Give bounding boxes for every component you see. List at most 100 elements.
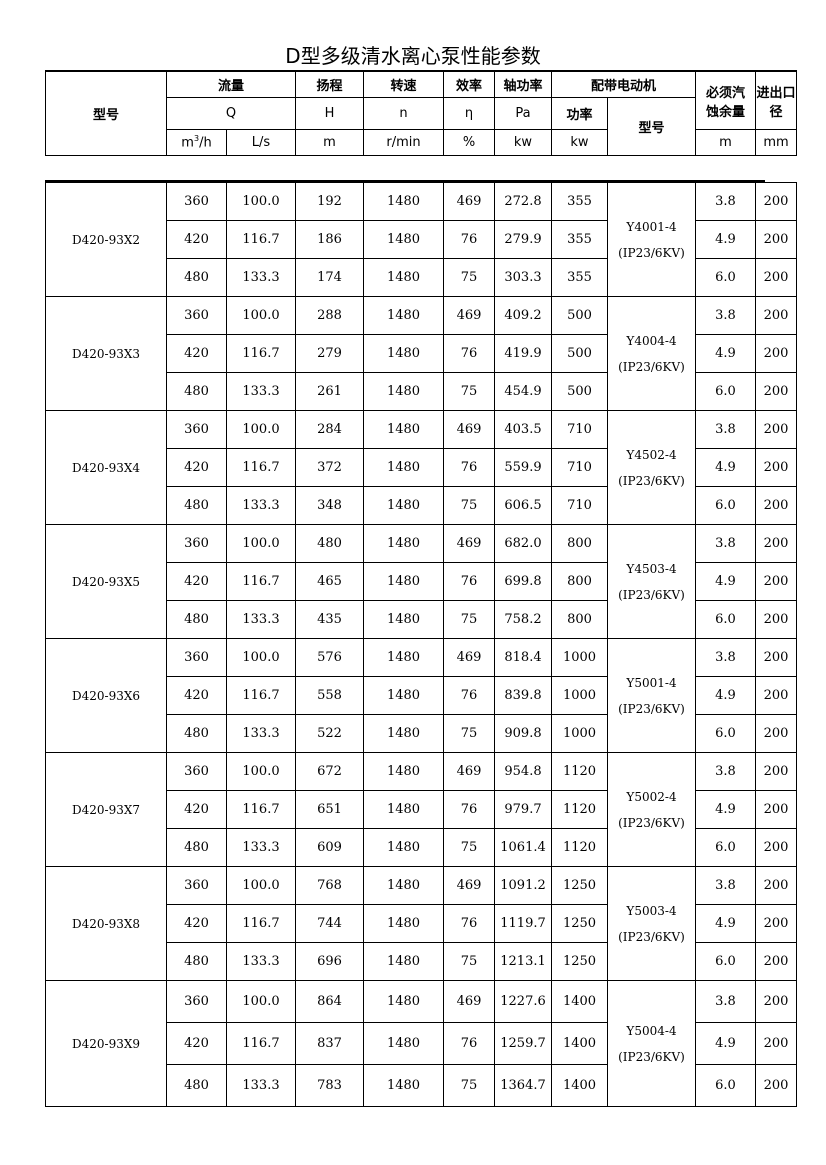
motor-power: 355 [551, 220, 608, 259]
efficiency: 76 [443, 448, 495, 487]
motor-power: 1400 [551, 1022, 608, 1065]
model-name: D420-93X6 [45, 638, 167, 753]
motor-power: 1250 [551, 904, 608, 943]
npsh: 6.0 [695, 1064, 756, 1107]
motor-power: 710 [551, 410, 608, 449]
motor-power: 500 [551, 334, 608, 373]
speed-rmin: 1480 [363, 448, 444, 487]
shaft-power: 1227.6 [494, 980, 552, 1023]
head-m: 186 [295, 220, 364, 259]
motor-power: 500 [551, 296, 608, 335]
shaft-power: 403.5 [494, 410, 552, 449]
head-m: 435 [295, 600, 364, 639]
npsh: 6.0 [695, 486, 756, 525]
motor-power: 500 [551, 372, 608, 411]
flow-ls: 116.7 [226, 220, 296, 259]
speed-rmin: 1480 [363, 600, 444, 639]
head-m: 522 [295, 714, 364, 753]
flow-ls: 116.7 [226, 904, 296, 943]
speed-rmin: 1480 [363, 904, 444, 943]
header-eff-symbol: η [443, 97, 495, 130]
efficiency: 76 [443, 790, 495, 829]
motor-power: 1400 [551, 1064, 608, 1107]
speed-rmin: 1480 [363, 828, 444, 867]
inlet-diameter: 200 [755, 942, 797, 981]
unit-m: m [295, 129, 364, 156]
flow-m3h: 420 [166, 334, 227, 373]
motor-power: 1120 [551, 790, 608, 829]
head-m: 261 [295, 372, 364, 411]
npsh: 6.0 [695, 600, 756, 639]
flow-ls: 100.0 [226, 296, 296, 335]
table-row: D420-93X4 360 100.0 284 1480 469 403.5 710 Y4502… [45, 410, 797, 525]
motor-power: 1250 [551, 942, 608, 981]
speed-rmin: 1480 [363, 296, 444, 335]
table-row: 480 133.3 783 1480 75 1364.7 1400 6.0 200 [46, 1064, 797, 1107]
table-row: D420-93X8 360 100.0 768 1480 469 1091.2 1250 Y50… [45, 866, 797, 981]
flow-m3h: 360 [166, 524, 227, 563]
head-m: 672 [295, 752, 364, 791]
shaft-power: 1213.1 [494, 942, 552, 981]
inlet-diameter: 200 [755, 334, 797, 373]
head-m: 348 [295, 486, 364, 525]
flow-m3h: 360 [166, 980, 227, 1023]
inlet-diameter: 200 [755, 866, 797, 905]
motor-spec: (IP23/6KV) [618, 473, 685, 488]
speed-rmin: 1480 [363, 562, 444, 601]
header-speed-symbol: n [363, 97, 444, 130]
unit-m3h: m3/h [166, 129, 227, 156]
table-row: 420 116.7 186 1480 76 279.9 355 4.9 200 [46, 220, 797, 259]
motor-power: 355 [551, 258, 608, 297]
shaft-power: 1259.7 [494, 1022, 552, 1065]
page-title: D型多级清水离心泵性能参数 [285, 44, 541, 68]
header-model: 型号 [45, 70, 167, 156]
inlet-diameter: 200 [755, 562, 797, 601]
speed-rmin: 1480 [363, 524, 444, 563]
flow-ls: 100.0 [226, 980, 296, 1023]
table-row: 420 116.7 465 1480 76 699.8 800 4.9 200 [46, 562, 797, 601]
flow-m3h: 480 [166, 1064, 227, 1107]
header-flow-symbol: Q [166, 97, 296, 130]
flow-ls: 100.0 [226, 752, 296, 791]
speed-rmin: 1480 [363, 1064, 444, 1107]
flow-ls: 116.7 [226, 676, 296, 715]
motor-type: Y5001-4 [626, 675, 677, 690]
efficiency: 75 [443, 600, 495, 639]
shaft-power: 1061.4 [494, 828, 552, 867]
head-m: 837 [295, 1022, 364, 1065]
motor-model: Y5001-4 (IP23/6KV) [607, 638, 696, 753]
npsh: 6.0 [695, 372, 756, 411]
header-motor-power: 功率 [551, 97, 608, 130]
efficiency: 469 [443, 752, 495, 791]
motor-power: 1000 [551, 714, 608, 753]
efficiency: 469 [443, 980, 495, 1023]
npsh: 4.9 [695, 448, 756, 487]
table-row: 420 116.7 744 1480 76 1119.7 1250 4.9 200 [46, 904, 797, 943]
motor-power: 355 [551, 182, 608, 221]
npsh: 4.9 [695, 676, 756, 715]
flow-ls: 116.7 [226, 562, 296, 601]
motor-power: 710 [551, 448, 608, 487]
model-name: D420-93X5 [45, 524, 167, 639]
flow-ls: 116.7 [226, 448, 296, 487]
shaft-power: 954.8 [494, 752, 552, 791]
table-row: 420 116.7 279 1480 76 419.9 500 4.9 200 [46, 334, 797, 373]
shaft-power: 699.8 [494, 562, 552, 601]
flow-m3h: 420 [166, 562, 227, 601]
efficiency: 76 [443, 562, 495, 601]
efficiency: 469 [443, 638, 495, 677]
speed-rmin: 1480 [363, 182, 444, 221]
head-m: 609 [295, 828, 364, 867]
shaft-power: 606.5 [494, 486, 552, 525]
flow-ls: 133.3 [226, 600, 296, 639]
inlet-diameter: 200 [755, 1064, 797, 1107]
npsh: 3.8 [695, 866, 756, 905]
motor-type: Y4001-4 [626, 219, 677, 234]
head-m: 480 [295, 524, 364, 563]
speed-rmin: 1480 [363, 220, 444, 259]
shaft-power: 303.3 [494, 258, 552, 297]
header-inlet: 进出口径 [755, 70, 797, 130]
flow-ls: 100.0 [226, 182, 296, 221]
shaft-power: 682.0 [494, 524, 552, 563]
shaft-power: 559.9 [494, 448, 552, 487]
